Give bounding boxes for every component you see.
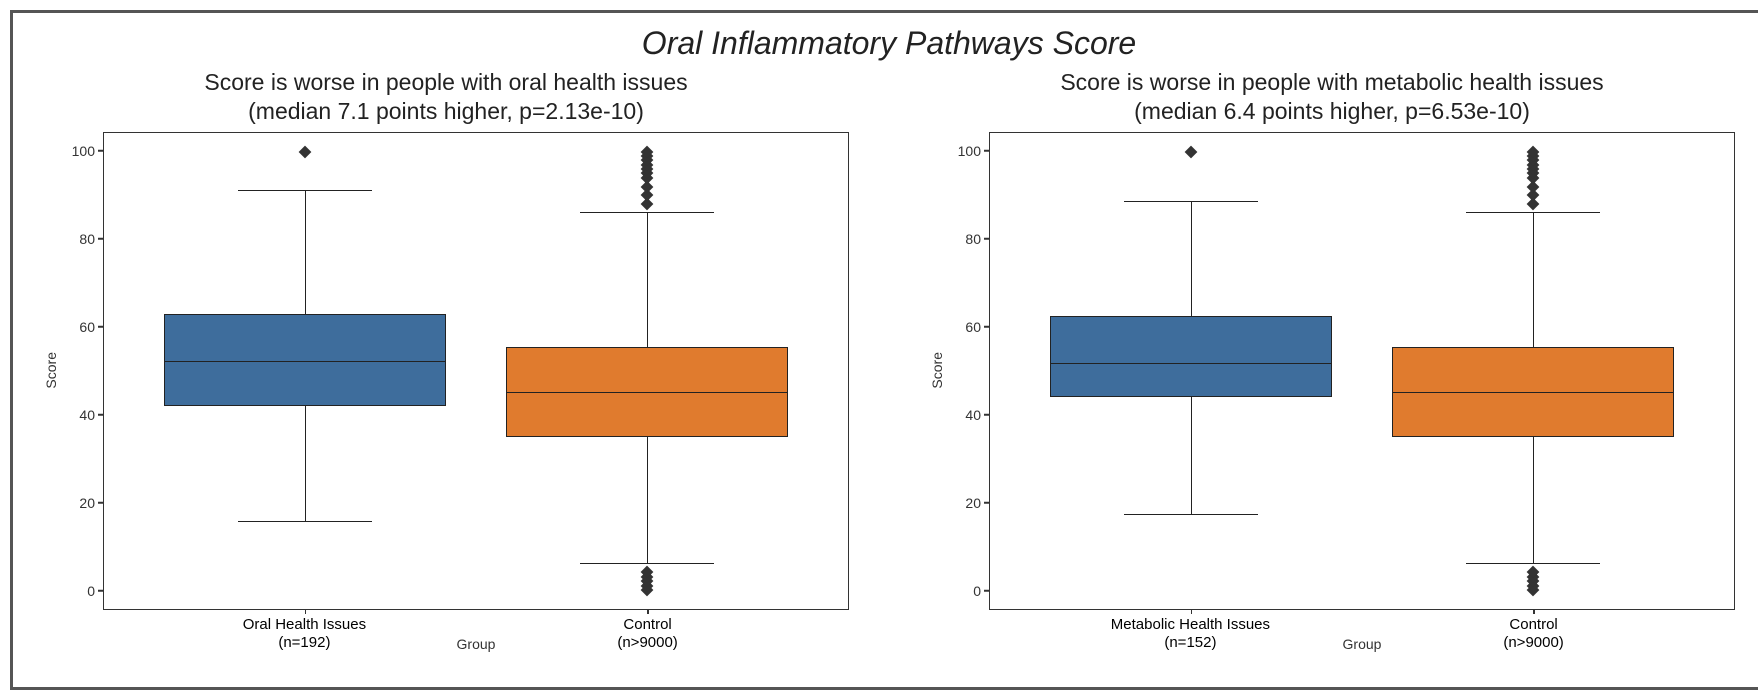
whisker-low <box>305 406 306 522</box>
whisker-cap-high <box>1124 201 1258 202</box>
whisker-cap-high <box>238 190 372 191</box>
plot-box <box>103 132 849 611</box>
x-tick-label: Metabolic Health Issues(n=152) <box>1111 616 1270 652</box>
group-label: Control <box>617 616 677 634</box>
y-tick-label: 80 <box>965 231 981 247</box>
box <box>164 314 447 406</box>
median-line <box>164 361 447 362</box>
plot-area: Score 0 20 40 60 80 100 <box>929 132 1735 611</box>
group-n: (n=152) <box>1111 634 1270 652</box>
x-tick-label: Control(n>9000) <box>1503 616 1563 652</box>
y-tick-label: 20 <box>79 495 95 511</box>
y-tick-label: 100 <box>958 143 981 159</box>
whisker-cap-low <box>1466 563 1600 564</box>
whisker-cap-low <box>1124 514 1258 515</box>
x-ticks: Metabolic Health Issues(n=152) Control(n>… <box>989 614 1735 658</box>
outlier-marker <box>299 145 312 158</box>
y-tick-label: 0 <box>973 583 981 599</box>
y-tick-label: 100 <box>72 143 95 159</box>
y-axis-label: Score <box>43 352 59 389</box>
x-axis-label: Group <box>1343 636 1382 652</box>
panel-1: Score is worse in people with metabolic … <box>929 68 1735 658</box>
group-label: Metabolic Health Issues <box>1111 616 1270 634</box>
whisker-cap-low <box>580 563 714 564</box>
panel-title: Score is worse in people with oral healt… <box>204 68 687 126</box>
group-label: Control <box>1503 616 1563 634</box>
x-axis-label: Group <box>457 636 496 652</box>
x-tick-label: Oral Health Issues(n=192) <box>243 616 366 652</box>
whisker-cap-high <box>1466 212 1600 213</box>
plot-box <box>989 132 1735 611</box>
median-line <box>1392 392 1675 393</box>
group-n: (n>9000) <box>617 634 677 652</box>
median-line <box>1050 363 1333 364</box>
plot-area: Score 0 20 40 60 80 100 <box>43 132 849 611</box>
panel-title: Score is worse in people with metabolic … <box>1060 68 1603 126</box>
y-ticks-wrap: 0 20 40 60 80 100 <box>63 132 103 611</box>
whisker-low <box>1533 437 1534 564</box>
group-n: (n>9000) <box>1503 634 1563 652</box>
outlier-marker <box>1185 145 1198 158</box>
x-ticks: Oral Health Issues(n=192) Control(n>9000)… <box>103 614 849 658</box>
whisker-cap-high <box>580 212 714 213</box>
x-ticks-row: Oral Health Issues(n=192) Control(n>9000)… <box>43 614 849 658</box>
y-tick-label: 0 <box>87 583 95 599</box>
whisker-cap-low <box>238 521 372 522</box>
y-tick-label: 60 <box>79 319 95 335</box>
whisker-low <box>647 437 648 564</box>
median-line <box>506 392 789 393</box>
group-n: (n=192) <box>243 634 366 652</box>
figure-frame: Oral Inflammatory Pathways Score Score i… <box>10 10 1758 690</box>
panel-0: Score is worse in people with oral healt… <box>43 68 849 658</box>
y-tick-label: 40 <box>965 407 981 423</box>
y-tick-label: 60 <box>965 319 981 335</box>
y-ticks-wrap: 0 20 40 60 80 100 <box>949 132 989 611</box>
y-axis-label: Score <box>929 352 945 389</box>
y-tick-label: 20 <box>965 495 981 511</box>
panels-row: Score is worse in people with oral healt… <box>43 68 1735 658</box>
x-tick-label: Control(n>9000) <box>617 616 677 652</box>
whisker-low <box>1191 397 1192 515</box>
box <box>1050 316 1333 397</box>
x-ticks-row: Metabolic Health Issues(n=152) Control(n>… <box>929 614 1735 658</box>
panel-title-line2: (median 6.4 points higher, p=6.53e-10) <box>1060 97 1603 126</box>
whisker-high <box>305 191 306 314</box>
group-label: Oral Health Issues <box>243 616 366 634</box>
panel-title-line1: Score is worse in people with metabolic … <box>1060 68 1603 97</box>
whisker-high <box>1533 213 1534 347</box>
panel-title-line1: Score is worse in people with oral healt… <box>204 68 687 97</box>
whisker-high <box>1191 202 1192 316</box>
main-title: Oral Inflammatory Pathways Score <box>43 25 1735 62</box>
y-tick-label: 80 <box>79 231 95 247</box>
whisker-high <box>647 213 648 347</box>
y-tick-label: 40 <box>79 407 95 423</box>
panel-title-line2: (median 7.1 points higher, p=2.13e-10) <box>204 97 687 126</box>
